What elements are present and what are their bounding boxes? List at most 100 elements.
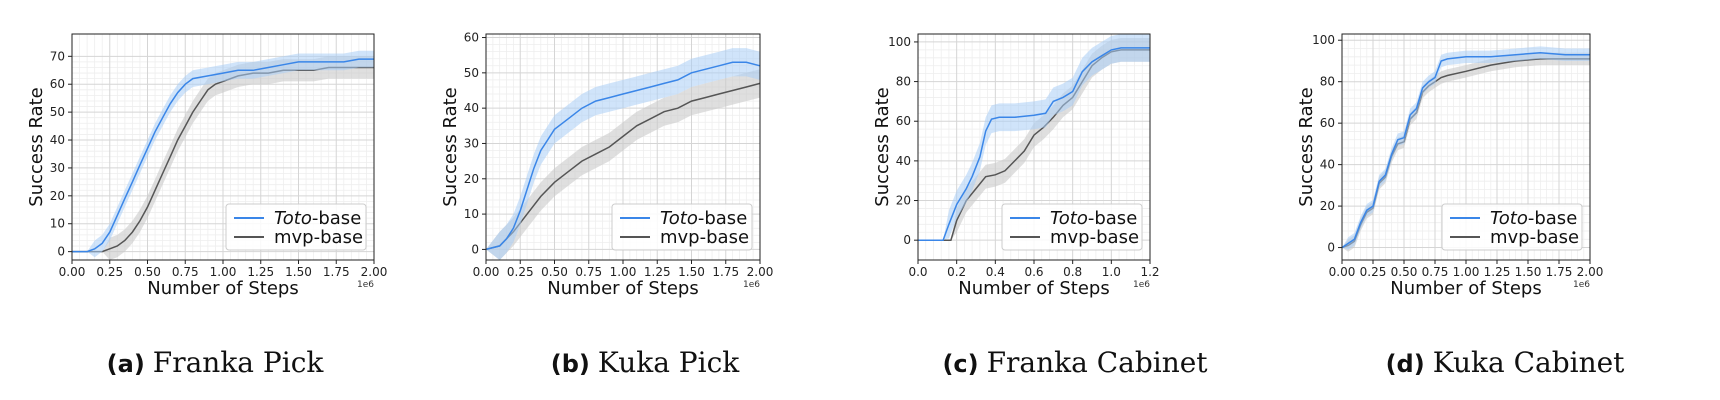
x-tick-label: 1.50 — [678, 265, 705, 279]
x-tick-label: 0.2 — [947, 265, 966, 279]
x-tick-label: 2.00 — [361, 265, 388, 279]
x-tick-label: 0.50 — [541, 265, 568, 279]
legend-label-toto: Toto-base — [274, 208, 361, 229]
x-tick-label: 1.50 — [1515, 265, 1542, 279]
x-tick-label: 0.50 — [134, 265, 161, 279]
x-tick-label: 0.25 — [1360, 265, 1387, 279]
chart-kuka-cabinet: 0.00 0.25 0.50 0.75 1.00 1.25 1.50 1.75 2.00 0 20 4… — [1296, 33, 1604, 299]
x-tick-label: 1.00 — [1453, 265, 1480, 279]
chart-kuka-pick: 0.00 0.25 0.50 0.75 1.00 1.25 1.50 1.75 2.00 0 10 2… — [440, 31, 773, 299]
x-tick-label: 1.00 — [210, 265, 237, 279]
y-tick-label: 40 — [1320, 158, 1335, 172]
y-tick-label: 30 — [464, 136, 479, 150]
x-tick-label: 0.0 — [908, 265, 927, 279]
x-exponent-label: 1e6 — [1573, 280, 1590, 290]
y-tick-label: 60 — [464, 31, 479, 45]
legend-box — [1001, 203, 1143, 251]
x-tick-label: 0.75 — [172, 265, 199, 279]
y-tick-label: 50 — [50, 105, 65, 119]
toto-confidence-band — [72, 50, 374, 258]
y-tick-label: 0 — [1327, 241, 1335, 255]
chart-franka-pick: 0.00 0.25 0.50 0.75 1.00 1.25 1.50 1.75 2.00 0 10 2… — [26, 33, 388, 299]
legend-box — [225, 203, 367, 251]
x-exponent-label: 1e6 — [1133, 280, 1150, 290]
legend-label-toto: Toto-base — [1490, 208, 1577, 229]
y-tick-label: 20 — [50, 189, 65, 203]
x-tick-label: 0.25 — [507, 265, 534, 279]
x-tick-label: 1.0 — [1102, 265, 1121, 279]
caption-title: Kuka Cabinet — [1432, 346, 1625, 379]
x-tick-label: 0.8 — [1063, 265, 1082, 279]
x-tick-label: 1.00 — [610, 265, 637, 279]
x-tick-label: 0.50 — [1391, 265, 1418, 279]
y-tick-label: 0 — [903, 233, 911, 247]
y-tick-label: 80 — [1320, 75, 1335, 89]
y-tick-label: 60 — [1320, 116, 1335, 130]
x-tick-label: 1.50 — [285, 265, 312, 279]
caption-letter: (b) — [550, 350, 590, 378]
legend-label-mvp: mvp-base — [1050, 227, 1139, 248]
x-tick-label: 0.75 — [575, 265, 602, 279]
legend-box — [1441, 203, 1583, 251]
x-axis-label: Number of Steps — [547, 278, 698, 299]
legend-label-toto: Toto-base — [660, 208, 747, 229]
caption-title: Franka Cabinet — [986, 346, 1208, 379]
y-tick-label: 20 — [896, 194, 911, 208]
x-exponent-label: 1e6 — [743, 280, 760, 290]
caption-c: (c) Franka Cabinet — [860, 346, 1290, 379]
caption-title: Kuka Pick — [597, 346, 740, 379]
caption-letter: (d) — [1385, 350, 1425, 378]
mvp-series-line — [485, 82, 761, 251]
panel-d: 0.00 0.25 0.50 0.75 1.00 1.25 1.50 1.75 2.00 0 20 4… — [1290, 0, 1720, 400]
y-tick-label: 100 — [1312, 33, 1335, 47]
y-tick-label: 80 — [896, 75, 911, 89]
legend-box — [611, 203, 753, 251]
panel-c: 0.0 0.2 0.4 0.6 0.8 1.0 1.2 0 20 40 60 80 100 1e6 Numb… — [860, 0, 1290, 400]
x-axis-label: Number of Steps — [147, 278, 298, 299]
caption-letter: (c) — [942, 350, 979, 378]
x-tick-label: 1.25 — [644, 265, 671, 279]
y-tick-label: 40 — [50, 133, 65, 147]
caption-d: (d) Kuka Cabinet — [1290, 346, 1720, 379]
y-tick-label: 70 — [50, 49, 65, 63]
toto-series-line — [485, 61, 761, 251]
x-tick-label: 1.75 — [712, 265, 739, 279]
y-axis-label: Success Rate — [1296, 87, 1317, 206]
x-tick-label: 0.00 — [59, 265, 86, 279]
y-tick-label: 0 — [57, 245, 65, 259]
y-axis-label: Success Rate — [872, 87, 893, 206]
panel-a: 0.00 0.25 0.50 0.75 1.00 1.25 1.50 1.75 2.00 0 10 2… — [0, 0, 430, 400]
x-tick-label: 1.2 — [1140, 265, 1159, 279]
y-tick-label: 100 — [888, 35, 911, 49]
legend-label-mvp: mvp-base — [1490, 227, 1579, 248]
toto-series-line — [918, 47, 1150, 241]
y-tick-label: 40 — [464, 101, 479, 115]
toto-confidence-band — [918, 34, 1150, 241]
toto-series-line — [72, 58, 374, 253]
x-tick-label: 0.00 — [1329, 265, 1356, 279]
x-tick-label: 1.75 — [323, 265, 350, 279]
y-tick-label: 60 — [50, 77, 65, 91]
y-tick-label: 60 — [896, 114, 911, 128]
mvp-confidence-band — [72, 56, 374, 260]
x-tick-label: 0.00 — [473, 265, 500, 279]
legend-label-mvp: mvp-base — [274, 227, 363, 248]
x-tick-label: 2.00 — [1577, 265, 1604, 279]
y-tick-label: 50 — [464, 66, 479, 80]
x-tick-label: 0.75 — [1422, 265, 1449, 279]
y-tick-label: 30 — [50, 161, 65, 175]
caption-title: Franka Pick — [152, 346, 324, 379]
caption-a: (a) Franka Pick — [0, 346, 430, 379]
x-tick-label: 1.75 — [1546, 265, 1573, 279]
chart-franka-cabinet: 0.0 0.2 0.4 0.6 0.8 1.0 1.2 0 20 40 60 80 100 1e6 Numb… — [872, 33, 1160, 299]
caption-b: (b) Kuka Pick — [430, 346, 860, 379]
toto-confidence-band — [486, 48, 760, 260]
y-tick-label: 20 — [464, 172, 479, 186]
x-tick-label: 1.25 — [1484, 265, 1511, 279]
y-tick-label: 40 — [896, 154, 911, 168]
y-tick-label: 20 — [1320, 199, 1335, 213]
caption-letter: (a) — [106, 350, 145, 378]
